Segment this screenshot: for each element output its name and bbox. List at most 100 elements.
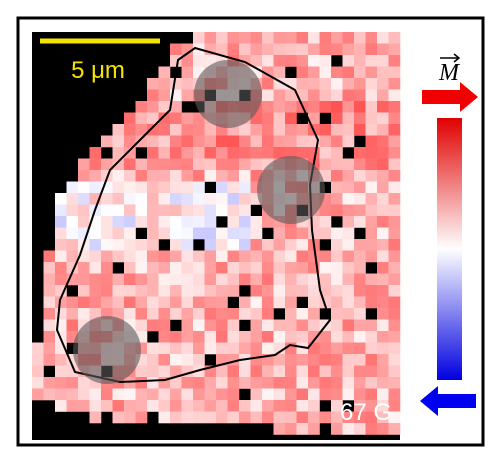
- map-pixel: [216, 193, 228, 205]
- map-pixel: [320, 159, 332, 171]
- map-pixel: [354, 343, 366, 355]
- map-pixel: [389, 147, 401, 159]
- map-pixel: [389, 32, 401, 44]
- map-pixel: [170, 193, 182, 205]
- map-pixel: [297, 389, 309, 401]
- map-pixel: [285, 101, 297, 113]
- map-pixel: [320, 262, 332, 274]
- map-pixel: [343, 113, 355, 125]
- map-pixel: [113, 124, 125, 136]
- map-pixel: [343, 32, 355, 44]
- map-pixel: [354, 124, 366, 136]
- map-pixel: [159, 274, 171, 286]
- map-pixel: [113, 170, 125, 182]
- map-pixel: [297, 32, 309, 44]
- map-pixel: [193, 297, 205, 309]
- map-pixel: [285, 274, 297, 286]
- map-pixel: [44, 308, 56, 320]
- map-pixel: [354, 377, 366, 389]
- map-pixel: [274, 251, 286, 263]
- map-pixel: [228, 193, 240, 205]
- map-pixel: [193, 320, 205, 332]
- map-pixel: [136, 274, 148, 286]
- map-pixel: [274, 377, 286, 389]
- map-pixel: [366, 343, 378, 355]
- map-pixel: [205, 251, 217, 263]
- map-pixel: [182, 113, 194, 125]
- map-pixel: [159, 136, 171, 148]
- map-pixel: [262, 251, 274, 263]
- map-pixel: [377, 320, 389, 332]
- map-pixel: [124, 239, 136, 251]
- map-pixel: [205, 400, 217, 412]
- map-pixel: [78, 159, 90, 171]
- map-pixel: [67, 320, 79, 332]
- map-pixel: [55, 193, 67, 205]
- map-pixel: [239, 44, 251, 56]
- map-pixel: [262, 389, 274, 401]
- map-pixel: [239, 377, 251, 389]
- map-pixel: [343, 78, 355, 90]
- map-pixel: [354, 113, 366, 125]
- map-pixel: [251, 274, 263, 286]
- map-pixel: [320, 228, 332, 240]
- map-pixel: [216, 389, 228, 401]
- map-pixel: [193, 147, 205, 159]
- map-pixel: [182, 67, 194, 79]
- map-pixel: [274, 400, 286, 412]
- map-pixel: [343, 262, 355, 274]
- map-pixel: [274, 389, 286, 401]
- map-pixel: [78, 400, 90, 412]
- map-pixel: [343, 228, 355, 240]
- map-pixel: [331, 251, 343, 263]
- map-pixel: [182, 136, 194, 148]
- map-pixel: [182, 308, 194, 320]
- map-pixel: [159, 67, 171, 79]
- map-pixel: [90, 412, 102, 424]
- map-pixel: [147, 274, 159, 286]
- map-pixel: [308, 297, 320, 309]
- map-pixel: [136, 101, 148, 113]
- map-pixel: [55, 228, 67, 240]
- map-pixel: [251, 389, 263, 401]
- map-pixel: [55, 274, 67, 286]
- map-pixel: [377, 113, 389, 125]
- map-pixel: [377, 101, 389, 113]
- map-pixel: [124, 113, 136, 125]
- map-pixel: [78, 193, 90, 205]
- map-pixel: [251, 159, 263, 171]
- map-pixel: [274, 44, 286, 56]
- map-pixel: [205, 331, 217, 343]
- map-pixel: [205, 377, 217, 389]
- map-pixel: [205, 389, 217, 401]
- map-pixel: [136, 400, 148, 412]
- map-pixel: [297, 251, 309, 263]
- map-pixel: [262, 331, 274, 343]
- map-pixel: [216, 170, 228, 182]
- map-pixel: [285, 389, 297, 401]
- map-pixel: [78, 285, 90, 297]
- map-pixel: [308, 308, 320, 320]
- map-pixel: [216, 159, 228, 171]
- map-pixel: [182, 285, 194, 297]
- map-pixel: [354, 170, 366, 182]
- map-pixel: [389, 205, 401, 217]
- map-pixel: [32, 354, 44, 366]
- map-pixel: [331, 366, 343, 378]
- map-pixel: [159, 400, 171, 412]
- map-pixel: [216, 182, 228, 194]
- map-pixel: [44, 389, 56, 401]
- map-pixel: [285, 113, 297, 125]
- map-pixel: [182, 228, 194, 240]
- map-pixel: [90, 389, 102, 401]
- map-pixel: [343, 67, 355, 79]
- map-pixel: [90, 285, 102, 297]
- map-pixel: [193, 193, 205, 205]
- map-pixel: [366, 55, 378, 67]
- map-pixel: [251, 147, 263, 159]
- map-pixel: [285, 366, 297, 378]
- map-pixel: [159, 285, 171, 297]
- map-pixel: [182, 182, 194, 194]
- map-pixel: [389, 297, 401, 309]
- map-pixel: [377, 32, 389, 44]
